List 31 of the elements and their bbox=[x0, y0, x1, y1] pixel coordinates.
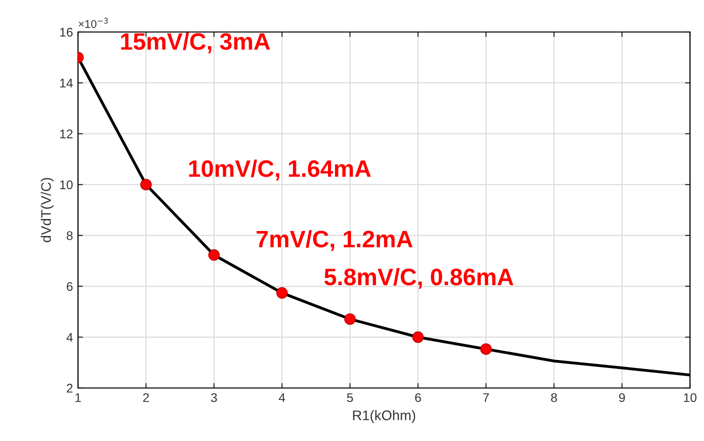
y-tick-label: 6 bbox=[66, 282, 73, 291]
point bbox=[140, 178, 152, 190]
y-tick-label: 10 bbox=[60, 180, 73, 190]
text: ×10$^{−3}$ bbox=[78, 18, 108, 28]
y-axis-title: dVdT(V/C) bbox=[40, 178, 54, 242]
point bbox=[344, 313, 356, 325]
y-tick-label: 14 bbox=[60, 78, 73, 88]
x-tick-label: 8 bbox=[551, 393, 557, 402]
x-tick-label: 2 bbox=[143, 393, 149, 402]
point bbox=[412, 331, 424, 343]
y-tick-label: 4 bbox=[66, 333, 73, 342]
annotation: 5.8mV/C, 0.86mA bbox=[324, 268, 514, 289]
x-tick-label: 6 bbox=[415, 393, 421, 402]
annotation: 15mV/C, 3mA bbox=[121, 32, 270, 54]
x-tick-label: 4 bbox=[278, 393, 286, 402]
annotation: 7mV/C, 1.2mA bbox=[256, 230, 413, 251]
y-tick-label: 2 bbox=[66, 384, 73, 393]
point bbox=[276, 287, 288, 299]
x-axis-title: R1(kOhm) bbox=[353, 410, 416, 424]
x-tick-label: 5 bbox=[347, 393, 353, 402]
y-tick-label: 12 bbox=[60, 130, 73, 138]
x-tick-label: 9 bbox=[619, 393, 625, 402]
annotation: 10mV/C, 1.64mA bbox=[189, 160, 371, 180]
point bbox=[208, 249, 220, 261]
y-tick-label: 16 bbox=[60, 28, 73, 37]
x-tick-label: 10 bbox=[684, 393, 696, 402]
point bbox=[480, 343, 492, 355]
x-tick-label: 3 bbox=[211, 393, 217, 402]
y-tick-label: 8 bbox=[66, 231, 73, 240]
x-tick-label: 1 bbox=[75, 393, 81, 402]
x-tick-label: 7 bbox=[483, 393, 489, 402]
